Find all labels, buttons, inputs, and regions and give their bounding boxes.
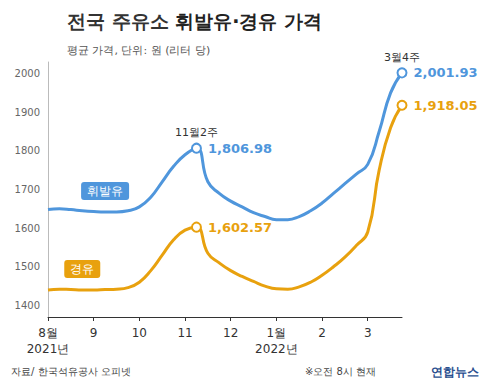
svg-text:1500: 1500 [15,261,40,272]
svg-text:전국 주유소: 전국 주유소 [67,10,175,32]
svg-text:1600: 1600 [15,223,40,234]
svg-text:9: 9 [90,326,98,340]
svg-text:1700: 1700 [15,184,40,195]
svg-text:10: 10 [132,326,147,340]
svg-text:11월2주: 11월2주 [175,126,218,139]
svg-text:자료/ 한국석유공사 오피넷: 자료/ 한국석유공사 오피넷 [11,366,131,377]
svg-text:2000: 2000 [15,68,40,79]
svg-text:평균 가격, 단위: 원 (리터 당): 평균 가격, 단위: 원 (리터 당) [67,44,210,57]
svg-text:1400: 1400 [15,300,40,311]
svg-text:2021년: 2021년 [27,342,70,356]
svg-text:휘발유·경유 가격: 휘발유·경유 가격 [175,10,322,32]
svg-text:1월: 1월 [267,326,287,340]
svg-text:휘발유: 휘발유 [87,184,123,198]
svg-text:2,001.93: 2,001.93 [414,65,478,80]
svg-text:1800: 1800 [15,145,40,156]
svg-text:3월4주: 3월4주 [384,51,420,64]
svg-text:경유: 경유 [70,262,94,276]
svg-text:1900: 1900 [15,107,40,118]
svg-text:1,918.05: 1,918.05 [414,98,478,113]
svg-text:3: 3 [364,326,372,340]
svg-text:8월: 8월 [38,326,58,340]
svg-text:12: 12 [223,326,238,340]
svg-text:※오전 8시 현재: ※오전 8시 현재 [305,366,376,377]
svg-text:1,806.98: 1,806.98 [208,141,272,156]
svg-text:2: 2 [318,326,326,340]
svg-text:1,602.57: 1,602.57 [208,220,272,235]
svg-text:2022년: 2022년 [255,342,298,356]
svg-text:연합뉴스: 연합뉴스 [431,365,479,379]
svg-text:11: 11 [177,326,192,340]
